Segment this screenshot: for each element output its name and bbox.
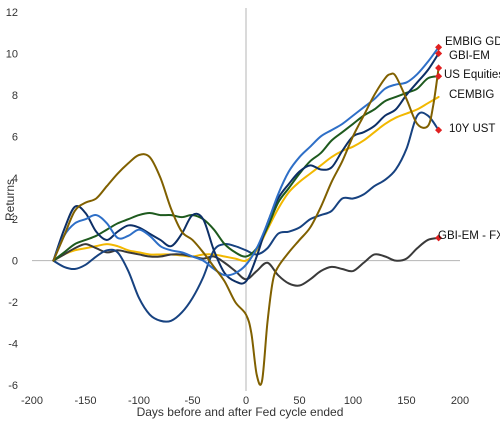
y-tick-label: 2 — [12, 214, 18, 226]
series-label: 10Y UST — [449, 123, 495, 135]
y-tick-label: -4 — [8, 339, 18, 351]
series-label: CEMBIG — [449, 89, 494, 101]
y-tick-label: -6 — [8, 380, 18, 392]
series-labels-layer: EMBIG GD GBI-EM US Equities CEMBIG 10Y UST GB… — [438, 36, 500, 242]
series-line — [52, 66, 440, 386]
x-tick-label: 100 — [344, 395, 362, 407]
series-lines-layer — [52, 46, 440, 386]
series-end-marker — [435, 49, 443, 57]
tick-labels-layer: -6 -4 -2 0 2 4 6 8 10 12 -200 -150 -100 -50 0 50 100 150 2… — [6, 7, 469, 407]
x-tick-label: 50 — [293, 395, 305, 407]
y-tick-label: 4 — [12, 173, 18, 185]
x-tick-label: -200 — [21, 395, 43, 407]
x-tick-label: -150 — [74, 395, 96, 407]
series-end-marker — [435, 43, 443, 51]
x-tick-label: 200 — [451, 395, 469, 407]
series-line — [52, 111, 440, 323]
y-tick-label: 8 — [12, 90, 18, 102]
x-tick-label: 150 — [397, 395, 415, 407]
series-line — [52, 52, 440, 285]
y-tick-label: 10 — [6, 48, 18, 60]
series-label: GBI-EM — [449, 50, 490, 62]
y-tick-label: 12 — [6, 7, 18, 19]
series-end-markers-layer — [435, 43, 443, 242]
y-tick-label: 0 — [12, 256, 18, 268]
series-end-marker — [435, 64, 443, 72]
series-line — [52, 46, 440, 277]
series-line — [52, 75, 440, 262]
series-label: EMBIG GD — [445, 36, 500, 48]
series-end-marker — [435, 126, 443, 134]
x-tick-label: -50 — [185, 395, 201, 407]
series-label: GBI-EM - FX — [438, 230, 500, 242]
y-axis-title: Returns — [3, 179, 17, 221]
series-line — [52, 236, 440, 287]
series-end-marker — [435, 234, 443, 242]
x-axis-title: Days before and after Fed cycle ended — [137, 405, 344, 419]
x-tick-label: -100 — [128, 395, 150, 407]
x-tick-label: 0 — [243, 395, 249, 407]
series-line — [52, 95, 440, 263]
y-tick-label: -2 — [8, 297, 18, 309]
y-tick-label: 6 — [12, 131, 18, 143]
series-label: US Equities — [444, 69, 500, 81]
series-end-marker — [435, 72, 443, 80]
